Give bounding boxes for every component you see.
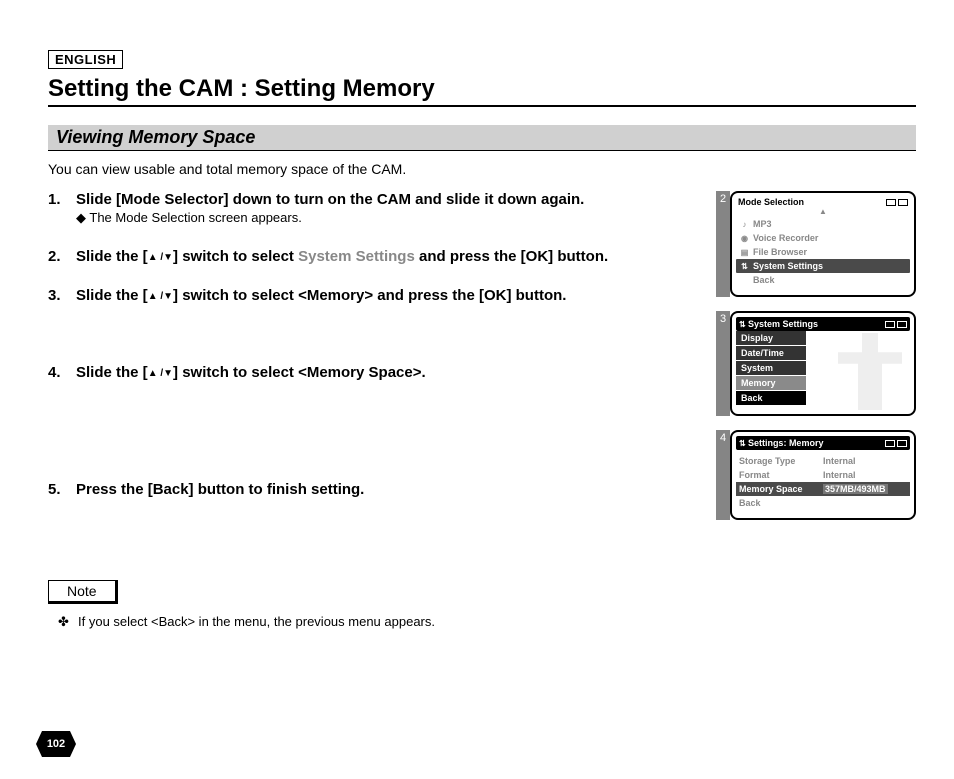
step-1-main: Slide [Mode Selector] down to turn on th… [76, 191, 698, 208]
step-2-post: and press the [OK] button. [415, 248, 608, 265]
up-down-icon: ▲ /▼ [148, 252, 173, 263]
screens-column: 2 Mode Selection ▲ ♪ MP3 ◉ Voice Recorder ▤ F… [716, 191, 916, 629]
screen-4-menu: Storage Type Internal Format Internal Memory… [736, 454, 910, 510]
menu-item-icon: ◉ [740, 234, 749, 243]
memory-key: Storage Type [739, 456, 817, 466]
intro-text: You can view usable and total memory spa… [48, 161, 916, 177]
step-4-main: Slide the [▲ /▼] switch to select <Memor… [76, 364, 698, 381]
screen-4-block: 4 ⇅ Settings: Memory Storage Type Interna… [716, 430, 916, 520]
screen-3-title: ⇅ System Settings [739, 319, 818, 329]
memory-value: Internal [823, 456, 856, 466]
menu-item-label: System Settings [753, 261, 823, 271]
page-number-badge: 102 [36, 731, 76, 757]
note-text: If you select <Back> in the menu, the pr… [48, 614, 698, 629]
menu-item: ▤ File Browser [736, 245, 910, 259]
step-2-term: System Settings [298, 248, 415, 265]
screen-2: Mode Selection ▲ ♪ MP3 ◉ Voice Recorder ▤ Fil… [730, 191, 916, 297]
memory-row: Storage Type Internal [736, 454, 910, 468]
settings-row: System [736, 361, 806, 375]
screen-4-title: ⇅ Settings: Memory [739, 438, 823, 448]
step-3-mid: ] switch to select <Memory> and press th… [173, 287, 566, 304]
section-title: Viewing Memory Space [48, 125, 916, 151]
memory-key: Back [739, 498, 817, 508]
step-4: Slide the [▲ /▼] switch to select <Memor… [48, 364, 698, 381]
screen-4: ⇅ Settings: Memory Storage TypeInternalF… [730, 430, 916, 520]
memory-value: Internal [823, 470, 856, 480]
step-2: Slide the [▲ /▼] switch to select System… [48, 248, 698, 265]
screen-2-menu: ♪ MP3 ◉ Voice Recorder ▤ File Browser ⇅ System … [736, 217, 910, 287]
screen-3-menu: DisplayDate/TimeSystemMemoryBack [736, 331, 910, 405]
menu-item-icon: ♪ [740, 220, 749, 229]
menu-item-label: Voice Recorder [753, 233, 818, 243]
memory-key: Memory Space [739, 484, 817, 494]
menu-item-label: Back [753, 275, 775, 285]
menu-item-label: MP3 [753, 219, 772, 229]
step-2-pre: Slide the [ [76, 248, 148, 265]
step-1: Slide [Mode Selector] down to turn on th… [48, 191, 698, 226]
status-icons [885, 321, 907, 328]
menu-item-icon: ▤ [740, 248, 749, 257]
settings-row: Date/Time [736, 346, 806, 360]
menu-item: Back [736, 273, 910, 287]
status-icons [885, 440, 907, 447]
screen-4-number: 4 [716, 430, 730, 520]
menu-item: ♪ MP3 [736, 217, 910, 231]
scroll-up-icon: ▲ [736, 209, 910, 215]
steps-column: Slide [Mode Selector] down to turn on th… [48, 191, 698, 629]
screen-3-block: 3 ⇅ System Settings DisplayDate/TimeSyst… [716, 311, 916, 416]
memory-row: Back [736, 496, 910, 510]
screen-3-header: ⇅ System Settings [736, 317, 910, 331]
settings-row: Memory [736, 376, 806, 390]
screen-3-number: 3 [716, 311, 730, 416]
menu-item-label: File Browser [753, 247, 807, 257]
menu-item: ◉ Voice Recorder [736, 231, 910, 245]
step-4-pre: Slide the [ [76, 364, 148, 381]
up-down-icon: ▲ /▼ [148, 291, 173, 302]
up-down-icon: ▲ /▼ [148, 368, 173, 379]
step-5: Press the [Back] button to finish settin… [48, 481, 698, 498]
memory-value: 357MB/493MB [823, 484, 888, 494]
settings-row: Display [736, 331, 806, 345]
step-2-mid: ] switch to select [173, 248, 298, 265]
screen-4-header: ⇅ Settings: Memory [736, 436, 910, 450]
settings-row: Back [736, 391, 806, 405]
screen-2-number: 2 [716, 191, 730, 297]
main-content-row: Slide [Mode Selector] down to turn on th… [48, 191, 916, 629]
steps-list: Slide [Mode Selector] down to turn on th… [48, 191, 698, 498]
screen-2-block: 2 Mode Selection ▲ ♪ MP3 ◉ Voice Recorder ▤ F… [716, 191, 916, 297]
step-4-mid: ] switch to select <Memory Space>. [173, 364, 426, 381]
step-3-pre: Slide the [ [76, 287, 148, 304]
step-3-main: Slide the [▲ /▼] switch to select <Memor… [76, 287, 698, 304]
screen-3: ⇅ System Settings DisplayDate/TimeSystem… [730, 311, 916, 416]
menu-item-icon: ⇅ [740, 262, 749, 271]
screen-2-title: Mode Selection [738, 197, 804, 207]
step-1-sub: The Mode Selection screen appears. [76, 210, 698, 226]
step-3: Slide the [▲ /▼] switch to select <Memor… [48, 287, 698, 304]
memory-row: Format Internal [736, 468, 910, 482]
language-badge: ENGLISH [48, 50, 123, 69]
step-5-main: Press the [Back] button to finish settin… [76, 481, 698, 498]
memory-row: Memory Space 357MB/493MB [736, 482, 910, 496]
memory-key: Format [739, 470, 817, 480]
page-title: Setting the CAM : Setting Memory [48, 75, 916, 107]
step-2-main: Slide the [▲ /▼] switch to select System… [76, 248, 698, 265]
menu-item: ⇅ System Settings [736, 259, 910, 273]
note-label-box: Note [48, 580, 118, 604]
status-icons [886, 199, 908, 206]
